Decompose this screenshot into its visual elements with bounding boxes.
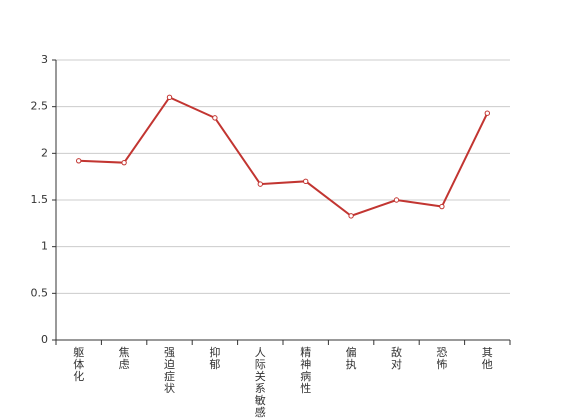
- x-tick-label: 其他: [481, 346, 493, 371]
- x-tick-label: 躯体化: [73, 346, 85, 383]
- y-tick-label: 1.5: [31, 193, 49, 206]
- x-tick-label: 恐怖: [436, 346, 448, 371]
- x-tick-label: 敌对: [391, 346, 402, 371]
- y-tick-label: 0: [41, 333, 48, 346]
- x-tick-label: 人际关系敏感: [254, 346, 266, 419]
- data-point: [303, 178, 309, 185]
- chart: 0 0.5 1 1.5 2 2.5 3: [31, 53, 511, 346]
- data-point: [76, 158, 82, 164]
- data-point: [121, 159, 127, 166]
- data-point: [257, 181, 263, 187]
- x-tick-label: 偏执: [345, 346, 357, 371]
- y-tick-label: 1: [41, 240, 48, 253]
- page: 00.511.522.53 (() => { const data = JSON…: [30, 53, 511, 419]
- x-tick-label: 抑郁: [209, 346, 221, 371]
- data-point: [348, 213, 354, 219]
- data-line: [78, 96, 489, 217]
- data-point: [212, 115, 218, 121]
- data-point: [484, 110, 490, 116]
- y-tick-label: 3: [41, 53, 48, 66]
- y-tick-label: 2: [41, 146, 48, 159]
- data-point: [439, 203, 445, 210]
- y-tick-label: 0.5: [31, 286, 49, 299]
- x-tick-label: 精神病性: [300, 346, 312, 395]
- y-tick-label: 2.5: [31, 100, 49, 113]
- x-tick-label: 强迫症状: [164, 346, 175, 395]
- x-tick-label: 焦虑: [118, 346, 130, 371]
- data-point: [393, 197, 400, 203]
- data-point: [166, 94, 173, 101]
